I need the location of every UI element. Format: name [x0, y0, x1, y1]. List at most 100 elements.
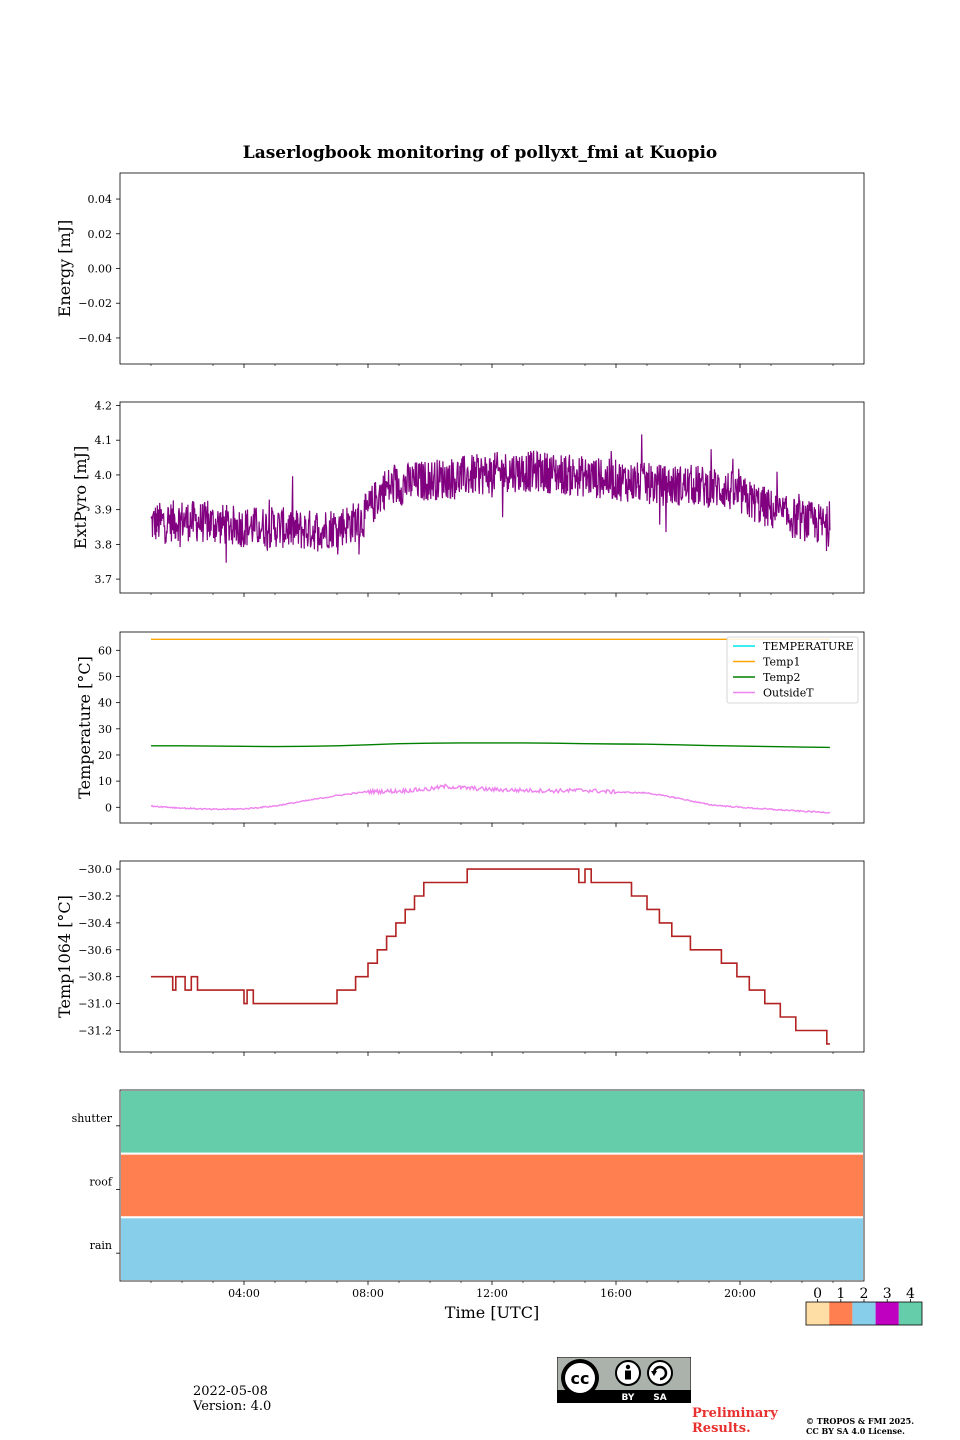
preliminary-results-note: Preliminary Results.: [692, 1406, 778, 1436]
y-tick-label: −30.4: [78, 917, 112, 930]
temp1064-series: [151, 868, 830, 1045]
copyright-line-1: © TROPOS & FMI 2025.: [806, 1416, 915, 1426]
y-tick-label: 0.00: [88, 263, 113, 276]
status-band-shutter: [119, 1089, 865, 1155]
row-label-roof: roof: [89, 1176, 113, 1189]
copyright-note: © TROPOS & FMI 2025. CC BY SA 4.0 Licens…: [806, 1416, 914, 1436]
legend-entry: Temp1: [763, 656, 800, 669]
temperature-panel: 60 50 40 30 20 10 0 Temperature [°C] TEMPERATU…: [75, 631, 865, 827]
y-tick-label: −31.0: [78, 998, 112, 1011]
row-label-shutter: shutter: [72, 1112, 113, 1125]
y-tick-label: −0.02: [78, 297, 112, 310]
x-tick-label: 12:00: [476, 1287, 508, 1300]
colorbar-tick-label: 3: [883, 1286, 892, 1302]
temp1064-y-ticks: −30.0 −30.2 −30.4 −30.6 −30.8 −31.0 −31.2: [78, 863, 120, 1037]
y-tick-label: −30.2: [78, 890, 112, 903]
series-line-outsidet: [150, 783, 831, 814]
x-tick-label: 20:00: [724, 1287, 756, 1300]
preliminary-line-1: Preliminary: [692, 1406, 778, 1421]
colorbar-swatch-2: [852, 1302, 876, 1325]
y-tick-label: −30.8: [78, 971, 112, 984]
energy-y-ticks: 0.04 0.02 0.00 −0.02 −0.04: [78, 193, 120, 345]
extpyro-y-ticks: 4.2 4.1 4.0 3.9 3.8 3.7: [95, 399, 120, 586]
y-tick-label: 4.1: [95, 434, 113, 447]
extpyro-line: [150, 434, 831, 563]
y-tick-label: 50: [98, 670, 112, 683]
y-tick-label: 3.7: [95, 573, 113, 586]
extpyro-series: [150, 434, 831, 563]
share-alike-icon: [647, 1360, 673, 1386]
y-tick-label: 0: [105, 801, 112, 814]
row-label-rain: rain: [90, 1239, 112, 1252]
temp1064-y-label: Temp1064 [°C]: [55, 895, 74, 1018]
extpyro-x-ticks: [150, 593, 834, 597]
status-band-rain: [119, 1216, 865, 1283]
figure-title: Laserlogbook monitoring of pollyxt_fmi a…: [243, 143, 718, 163]
legend-frame: [726, 636, 859, 704]
y-tick-label: 40: [98, 697, 112, 710]
status-panel: shutter roof rain 04:00 08:00 12:00 16:00 20:0…: [72, 1089, 865, 1322]
cc-logo-icon: cc: [561, 1359, 599, 1397]
temp1064-plot-frame: [119, 860, 865, 1053]
status-x-ticks: 04:00 08:00 12:00 16:00 20:00: [150, 1281, 834, 1300]
y-tick-label: −31.2: [78, 1024, 112, 1037]
colorbar-swatch-4: [898, 1302, 922, 1325]
y-tick-label: 3.8: [95, 538, 113, 551]
colorbar-swatch-0: [806, 1302, 830, 1325]
temperature-y-ticks: 60 50 40 30 20 10 0: [98, 644, 120, 814]
y-tick-label: −30.0: [78, 863, 112, 876]
colorbar-tick-label: 2: [860, 1286, 869, 1302]
copyright-line-2: CC BY SA 4.0 License.: [806, 1426, 905, 1436]
svg-text:cc: cc: [571, 1369, 590, 1388]
temperature-legend: TEMPERATURE Temp1 Temp2 OutsideT: [726, 636, 859, 704]
energy-x-ticks: [150, 364, 834, 368]
y-tick-label: 10: [98, 775, 112, 788]
temperature-series: [150, 638, 831, 814]
energy-plot-frame: [119, 172, 865, 365]
temperature-y-label: Temperature [°C]: [75, 656, 94, 799]
version-label: Version: 4.0: [193, 1399, 272, 1414]
status-band-roof: [119, 1152, 865, 1219]
colorbar-tick-label: 4: [906, 1286, 915, 1302]
y-tick-label: 20: [98, 749, 112, 762]
x-tick-label: 16:00: [600, 1287, 632, 1300]
colorbar-swatch-3: [875, 1302, 899, 1325]
person-icon: [615, 1360, 641, 1386]
extpyro-y-label: ExtPyro [mJ]: [71, 446, 90, 549]
legend-entry: Temp2: [763, 671, 800, 684]
y-tick-label: 4.2: [95, 399, 113, 412]
svg-text:SA: SA: [653, 1393, 666, 1403]
extpyro-panel: 4.2 4.1 4.0 3.9 3.8 3.7 ExtPyro [mJ]: [71, 399, 865, 597]
x-tick-label: 08:00: [352, 1287, 384, 1300]
temperature-x-ticks: [150, 823, 834, 827]
temp1064-x-ticks: [150, 1052, 834, 1056]
y-tick-label: 3.9: [95, 504, 113, 517]
energy-y-label: Energy [mJ]: [55, 220, 74, 318]
legend-entry: OutsideT: [763, 687, 814, 700]
y-tick-label: 60: [98, 644, 112, 657]
preliminary-line-2: Results.: [692, 1421, 751, 1436]
y-tick-label: 0.02: [88, 228, 113, 241]
y-tick-label: 4.0: [95, 469, 113, 482]
temp1064-line: [151, 868, 830, 1045]
svg-text:BY: BY: [622, 1393, 635, 1403]
date-label: 2022-05-08: [193, 1384, 268, 1399]
status-bands: [119, 1089, 865, 1283]
y-tick-label: 0.04: [88, 193, 113, 206]
y-tick-label: −0.04: [78, 332, 112, 345]
colorbar-tick-label: 0: [813, 1286, 822, 1302]
status-row-labels: shutter roof rain: [72, 1112, 120, 1254]
cc-license-badge: cc BY SA: [557, 1357, 691, 1403]
x-axis-label: Time [UTC]: [445, 1303, 539, 1322]
legend-entry: TEMPERATURE: [763, 640, 854, 653]
y-tick-label: 30: [98, 723, 112, 736]
temp1064-panel: −30.0 −30.2 −30.4 −30.6 −30.8 −31.0 −31.2 Temp…: [55, 860, 865, 1056]
series-line-temp2: [151, 742, 830, 749]
colorbar-swatch-1: [829, 1302, 853, 1325]
colorbar-tick-label: 1: [836, 1286, 845, 1302]
y-tick-label: −30.6: [78, 944, 112, 957]
energy-panel: 0.04 0.02 0.00 −0.02 −0.04 Energy [mJ]: [55, 172, 865, 368]
x-tick-label: 04:00: [228, 1287, 260, 1300]
